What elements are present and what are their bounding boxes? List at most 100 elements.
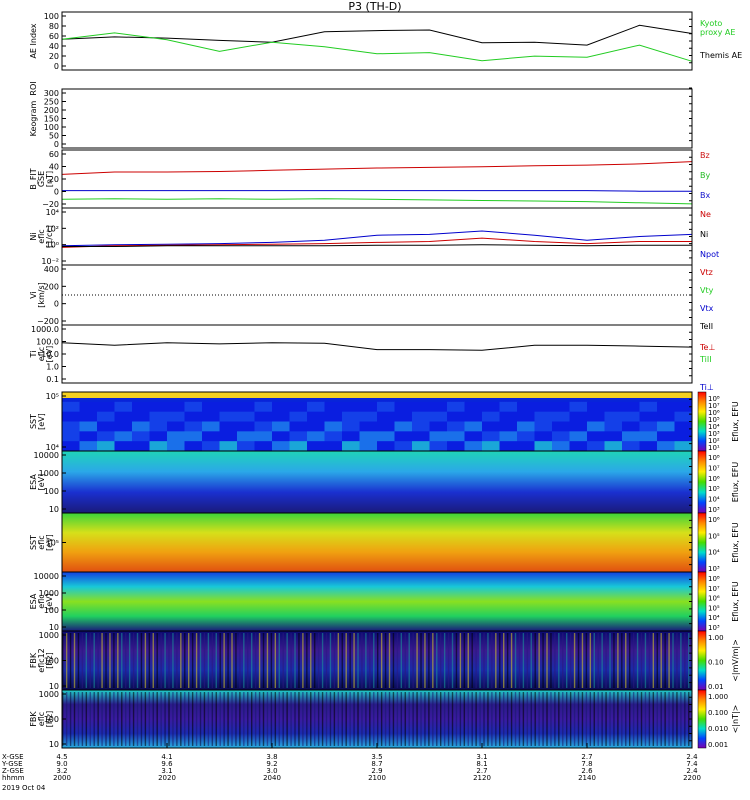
fbk-stripe bbox=[254, 692, 257, 746]
fbk-stripe bbox=[258, 692, 261, 746]
fbk-stripe bbox=[125, 633, 127, 688]
spec-cell bbox=[202, 441, 220, 452]
fbk-stripe bbox=[680, 633, 682, 688]
fbk-stripe bbox=[566, 633, 568, 688]
xaxis-value: 4.1 bbox=[161, 753, 172, 761]
fbk-stripe bbox=[89, 692, 91, 746]
fbk-stripe bbox=[609, 692, 611, 746]
fbk-stripe bbox=[506, 633, 509, 688]
fbk-stripe bbox=[243, 633, 245, 688]
spec-cell bbox=[359, 401, 378, 413]
spec-cell bbox=[289, 421, 308, 432]
spec-cell bbox=[534, 431, 553, 442]
colorbar-tick: 10⁶ bbox=[708, 516, 720, 524]
y-tick-label: 0 bbox=[54, 300, 59, 309]
fbk-stripe bbox=[156, 633, 158, 688]
fbk-stripe bbox=[676, 692, 678, 746]
y-axis-label: [eV] bbox=[45, 593, 54, 610]
y-axis-label: SST bbox=[29, 414, 38, 429]
colorbar-title: <|mV/m|> bbox=[731, 639, 740, 682]
spec-cell bbox=[412, 421, 430, 432]
fbk-stripe bbox=[388, 633, 391, 688]
colorbar-tick: 1.00 bbox=[708, 634, 724, 642]
y-tick-label: 20 bbox=[49, 175, 59, 184]
spec-cell bbox=[114, 401, 133, 413]
spec-cell bbox=[622, 431, 640, 442]
fbk-stripe bbox=[412, 633, 414, 688]
y-axis-label: [eV] bbox=[45, 534, 54, 551]
spec-cell bbox=[377, 401, 395, 413]
spec-cell bbox=[499, 401, 518, 413]
fbk-stripe bbox=[337, 692, 340, 746]
fbk-stripe bbox=[621, 692, 623, 746]
y-axis-label: [eV] bbox=[45, 346, 54, 363]
spec-cell bbox=[394, 411, 413, 422]
spec-cell bbox=[184, 401, 203, 413]
fbk-stripe bbox=[388, 692, 391, 746]
y-tick-label: 1000 bbox=[39, 469, 59, 478]
spec-cell bbox=[167, 411, 185, 422]
fbk-stripe bbox=[581, 633, 584, 688]
colorbar-tick: 10⁴ bbox=[708, 614, 720, 622]
spec-cell bbox=[412, 431, 430, 442]
fbk-stripe bbox=[436, 692, 438, 746]
y-tick-label: 150 bbox=[44, 115, 59, 124]
spec-cell bbox=[254, 441, 273, 452]
y-axis-label: [km/s] bbox=[37, 282, 46, 308]
spec-cell bbox=[132, 411, 150, 422]
fbk-stripe bbox=[632, 692, 635, 746]
y-tick-label: 200 bbox=[44, 106, 59, 115]
fbk-stripe bbox=[239, 692, 241, 746]
fbk-stripe bbox=[463, 633, 466, 688]
fbk-stripe bbox=[136, 692, 139, 746]
y-axis-label: GSE bbox=[37, 171, 46, 187]
spec-cell bbox=[552, 421, 570, 432]
colorbar-tick: 0.100 bbox=[708, 709, 728, 717]
spec-cell bbox=[587, 411, 605, 422]
y-tick-label: 1000.0 bbox=[31, 325, 59, 334]
fbk-stripe bbox=[211, 692, 214, 746]
legend-vi-3: TeII bbox=[699, 322, 713, 331]
spec-cell bbox=[447, 401, 465, 413]
fbk-stripe bbox=[219, 692, 221, 746]
fbk-stripe bbox=[629, 692, 631, 746]
spec-cell bbox=[499, 411, 518, 422]
colorbar-tick: 10⁵ bbox=[708, 604, 720, 612]
y-tick-label: 300 bbox=[44, 89, 59, 98]
fbk-stripe bbox=[251, 692, 253, 746]
spec-cell bbox=[552, 411, 570, 422]
fbk-stripe bbox=[294, 633, 296, 688]
spec-cell bbox=[657, 421, 675, 432]
fbk-stripe bbox=[69, 692, 72, 746]
spec-cell bbox=[569, 421, 588, 432]
series-fgm-bz bbox=[61, 161, 693, 175]
fbk-stripe bbox=[518, 692, 521, 746]
fbk-stripe bbox=[251, 633, 253, 688]
spec-cell bbox=[604, 431, 623, 442]
fbk-stripe bbox=[530, 633, 532, 688]
xaxis-value: 4.5 bbox=[56, 753, 67, 761]
spec-cell bbox=[237, 401, 255, 413]
colorbar-tick: 10¹ bbox=[708, 444, 720, 452]
spec-cell bbox=[569, 411, 588, 422]
spec-cell bbox=[324, 411, 343, 422]
y-tick-label: 60 bbox=[49, 32, 59, 41]
colorbar-tick: 0.01 bbox=[708, 683, 724, 691]
colorbar-tick: 10⁶ bbox=[708, 595, 720, 603]
fbk-stripe bbox=[585, 692, 588, 746]
fbk-stripe bbox=[534, 692, 536, 746]
fbk-stripe bbox=[109, 692, 111, 746]
spec-cell bbox=[639, 431, 658, 442]
spec-cell bbox=[534, 441, 553, 452]
spec-cell bbox=[62, 421, 80, 432]
y-tick-label: 60 bbox=[49, 150, 59, 159]
y-tick-label: 100 bbox=[44, 606, 59, 615]
spec-cell bbox=[447, 411, 465, 422]
spec-cell bbox=[149, 441, 168, 452]
fbk-stripe bbox=[306, 692, 308, 746]
fbk-stripe bbox=[321, 633, 324, 688]
fbk-stripe bbox=[310, 633, 312, 688]
spec-cell bbox=[429, 431, 448, 442]
fbk-stripe bbox=[152, 633, 154, 688]
